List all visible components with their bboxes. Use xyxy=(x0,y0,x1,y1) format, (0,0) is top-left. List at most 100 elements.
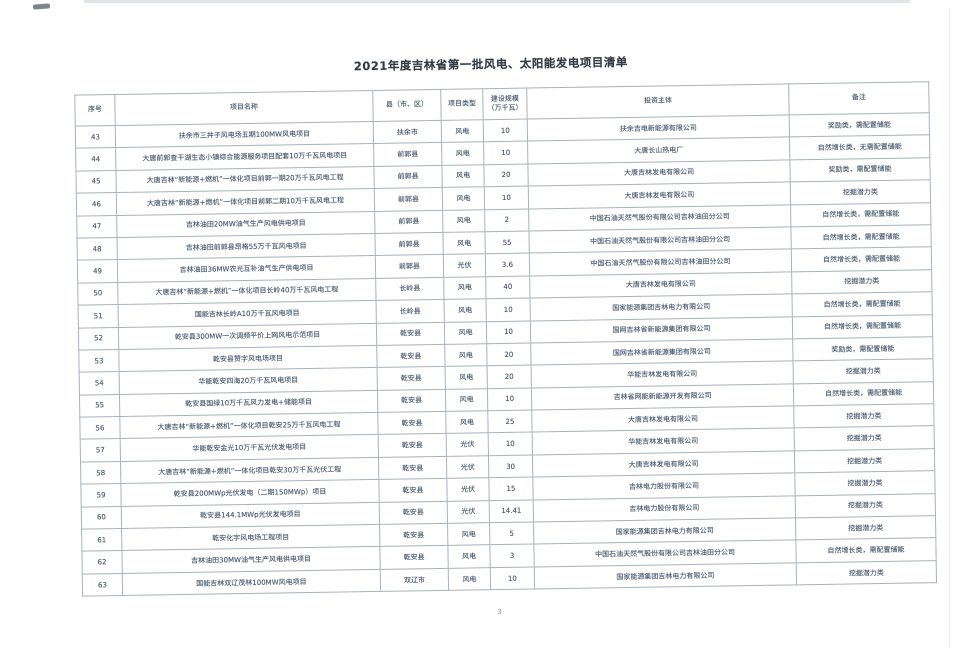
cell-no: 58 xyxy=(80,461,121,485)
cell-no: 50 xyxy=(77,282,119,306)
scan-artifact-page-edge xyxy=(949,8,950,648)
cell-scale: 55 xyxy=(484,230,530,255)
cell-county: 前郭县 xyxy=(374,187,443,212)
cell-county: 前郭县 xyxy=(374,209,443,234)
cell-project-type: 风电 xyxy=(442,186,485,210)
cell-no: 55 xyxy=(79,394,120,418)
cell-no: 63 xyxy=(82,573,123,597)
cell-county: 乾安县 xyxy=(377,411,447,435)
cell-remark: 挖掘潜力类 xyxy=(790,179,931,205)
cell-no: 60 xyxy=(81,506,122,530)
header-no: 序号 xyxy=(74,94,116,127)
cell-scale: 20 xyxy=(487,365,532,389)
cell-project-type: 风电 xyxy=(445,366,488,390)
cell-county: 前郭县 xyxy=(374,232,444,256)
cell-scale: 10 xyxy=(490,566,535,590)
cell-remark: 自然增长类，需配置储能 xyxy=(791,247,932,272)
cell-county: 乾安县 xyxy=(378,456,447,480)
cell-scale: 20 xyxy=(486,342,532,367)
cell-project-type: 风电 xyxy=(442,231,486,255)
cell-project-type: 风电 xyxy=(447,522,490,546)
cell-project-type: 风电 xyxy=(441,164,485,188)
page-number: 3 xyxy=(497,608,502,617)
cell-project-type: 风电 xyxy=(444,298,487,322)
cell-remark: 挖掘潜力类 xyxy=(796,560,937,586)
cell-scale: 20 xyxy=(483,163,529,187)
cell-project-type: 风电 xyxy=(442,209,485,233)
cell-scale: 10 xyxy=(486,320,531,344)
cell-remark: 奖励类，需配置储能 xyxy=(792,336,934,362)
cell-no: 46 xyxy=(76,192,117,216)
cell-project-type: 风电 xyxy=(447,545,491,569)
cell-no: 62 xyxy=(81,550,123,574)
cell-project-type: 风电 xyxy=(444,343,488,367)
cell-remark: 挖掘潜力类 xyxy=(793,358,934,384)
cell-no: 53 xyxy=(78,349,120,373)
cell-remark: 挖掘潜力类 xyxy=(793,403,935,429)
cell-remark: 挖掘潜力类 xyxy=(794,448,935,474)
cell-remark: 挖掘潜力类 xyxy=(791,269,932,295)
cell-project-type: 风电 xyxy=(443,276,487,300)
cell-scale: 2 xyxy=(484,208,529,232)
cell-county: 乾安县 xyxy=(379,500,448,525)
cell-remark: 自然增长类，需配置储能 xyxy=(793,381,934,406)
cell-county: 乾安县 xyxy=(378,478,448,503)
header-remark: 备注 xyxy=(788,81,930,115)
cell-project-type: 风电 xyxy=(445,410,489,434)
cell-no: 48 xyxy=(77,237,118,261)
cell-remark: 自然增长类，需配置储能 xyxy=(791,291,933,317)
header-county: 县（市、区） xyxy=(372,89,442,122)
cell-county: 扶余市 xyxy=(373,120,442,144)
cell-scale: 5 xyxy=(489,522,534,546)
cell-county: 前郭县 xyxy=(373,165,443,189)
cell-remark: 奖励类，需配置储能 xyxy=(789,112,930,138)
scan-artifact-top-streak xyxy=(84,0,910,3)
cell-county: 前郭县 xyxy=(375,254,444,279)
cell-scale: 40 xyxy=(485,275,531,299)
cell-remark: 挖掘潜力类 xyxy=(794,470,936,496)
cell-scale: 3.6 xyxy=(485,253,530,277)
cell-county: 乾安县 xyxy=(377,366,446,391)
cell-remark: 挖掘潜力类 xyxy=(795,493,936,518)
header-investor: 投资主体 xyxy=(526,83,790,120)
cell-project-type: 风电 xyxy=(445,388,488,412)
cell-scale: 10 xyxy=(483,141,528,165)
cell-county: 前郭县 xyxy=(373,142,442,167)
cell-scale: 10 xyxy=(488,432,533,456)
cell-scale: 10 xyxy=(486,298,531,322)
cell-no: 43 xyxy=(75,125,116,149)
header-scale: 建设规模 （万千瓦） xyxy=(482,88,528,120)
cell-remark: 挖掘潜力类 xyxy=(795,515,936,541)
cell-project-type: 风电 xyxy=(441,142,484,166)
cell-county: 乾安县 xyxy=(376,321,445,346)
cell-scale: 10 xyxy=(484,186,529,210)
document-title: 2021年度吉林省第一批风电、太阳能发电项目清单 xyxy=(353,54,628,74)
project-list-table: 序号 项目名称 县（市、区） 项目类型 建设规模 （万千瓦） 投资主体 备注 4… xyxy=(74,81,937,597)
cell-county: 乾安县 xyxy=(379,545,449,570)
cell-remark: 奖励类，需配置储能 xyxy=(789,157,931,183)
cell-remark: 自然增长类，需配置储能 xyxy=(790,224,932,250)
cell-no: 54 xyxy=(79,371,120,395)
cell-scale: 30 xyxy=(488,454,533,478)
cell-remark: 自然增长类，需配置储能 xyxy=(795,538,937,563)
header-project-type: 项目类型 xyxy=(440,88,484,121)
cell-scale: 25 xyxy=(487,410,533,434)
cell-remark: 挖掘潜力类 xyxy=(794,426,935,451)
table-body: 43 扶余市三井子风电场五期100MW风电项目 扶余市 风电 10 扶余吉电新能… xyxy=(75,112,937,597)
cell-no: 57 xyxy=(80,438,121,462)
cell-project-type: 风电 xyxy=(444,321,487,345)
cell-county: 双辽市 xyxy=(380,568,449,592)
cell-no: 56 xyxy=(79,416,121,440)
cell-scale: 3 xyxy=(489,544,535,568)
cell-project-type: 光伏 xyxy=(446,477,490,501)
cell-investor: 国家能源集团吉林电力有限公司 xyxy=(534,562,797,590)
cell-no: 44 xyxy=(75,147,116,171)
cell-scale: 10 xyxy=(487,387,532,411)
cell-county: 长岭县 xyxy=(376,299,445,323)
cell-no: 59 xyxy=(80,483,122,507)
cell-project-type: 光伏 xyxy=(447,500,490,524)
cell-no: 52 xyxy=(78,327,119,351)
cell-no: 47 xyxy=(76,215,117,239)
